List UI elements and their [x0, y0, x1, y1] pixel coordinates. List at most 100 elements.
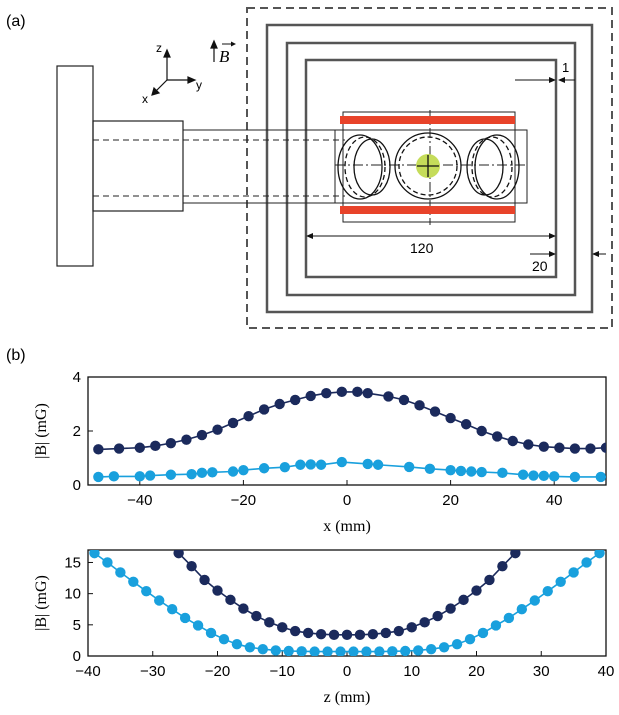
data-point [186, 561, 197, 572]
x-tick-label: 20 [468, 663, 485, 680]
dim-gap-label: 1 [562, 60, 569, 75]
data-point [115, 567, 126, 578]
y-tick-label: 10 [64, 586, 81, 603]
data-point [150, 440, 161, 452]
data-point [274, 398, 285, 410]
plot-frame [87, 376, 607, 486]
y-axis-label: |B| (mG) [33, 575, 50, 631]
data-point [362, 458, 373, 470]
data-point [492, 431, 503, 442]
data-point [398, 394, 410, 406]
data-point [341, 629, 353, 640]
data-point [89, 550, 100, 559]
data-point [227, 466, 239, 477]
data-point [205, 627, 217, 639]
series-1 [89, 550, 605, 656]
data-point [497, 467, 508, 479]
data-point [315, 628, 327, 640]
data-point [367, 628, 379, 640]
flange [92, 120, 184, 212]
right-coil [466, 134, 520, 200]
y-tick-label: 15 [64, 554, 81, 571]
x-tick-label: −20 [231, 492, 256, 509]
data-point [238, 464, 249, 476]
data-point [154, 595, 165, 606]
data-point [218, 633, 230, 645]
x-tick-label: 40 [546, 492, 563, 509]
data-point [569, 471, 581, 483]
data-point [305, 459, 316, 470]
axis-y-label: y [196, 78, 202, 92]
data-point [594, 550, 605, 559]
x-tick-label: −20 [205, 663, 230, 680]
data-point [361, 646, 372, 656]
data-point [538, 441, 550, 452]
series-0 [173, 550, 521, 640]
x-axis-label: z (mm) [324, 689, 371, 706]
data-point [516, 604, 528, 615]
data-point [569, 443, 581, 454]
data-point [542, 585, 553, 597]
data-point [196, 467, 208, 479]
plot-frame [87, 549, 607, 657]
field-label: B [219, 47, 230, 66]
data-point [549, 471, 560, 482]
data-point [451, 638, 463, 650]
x-tick-label: −30 [140, 663, 165, 680]
data-point [445, 464, 456, 476]
data-point [445, 603, 456, 614]
series-0 [93, 386, 606, 455]
data-point [507, 435, 518, 447]
data-point [374, 646, 385, 656]
data-point [290, 625, 301, 637]
data-point [244, 642, 256, 653]
x-tick-label: 10 [403, 663, 420, 680]
data-point [134, 471, 145, 482]
data-point [362, 388, 373, 399]
data-point [352, 386, 363, 398]
data-point [464, 633, 476, 645]
data-point [476, 425, 487, 437]
x-tick-label: −40 [75, 663, 100, 680]
data-point [166, 604, 178, 615]
data-point [517, 469, 529, 480]
data-point [186, 469, 197, 480]
shield-layer-3 [304, 58, 558, 279]
data-point [438, 642, 450, 653]
data-point [336, 456, 348, 468]
data-point [192, 620, 204, 631]
data-point [406, 622, 417, 633]
data-point [251, 610, 262, 622]
data-point [476, 466, 487, 478]
data-point [108, 471, 120, 482]
data-point [196, 429, 208, 441]
data-point [93, 471, 104, 483]
data-point [295, 459, 306, 470]
series-line [94, 552, 600, 653]
data-point [383, 391, 394, 402]
data-point [400, 645, 411, 656]
data-point [238, 603, 249, 614]
data-point [581, 557, 592, 568]
data-point [93, 444, 104, 455]
coil-bar-bottom [340, 206, 515, 214]
data-point [322, 646, 333, 656]
data-point [305, 390, 316, 402]
data-point [283, 645, 294, 656]
coordinate-axes [151, 48, 197, 96]
data-point [243, 410, 254, 422]
data-point [212, 585, 223, 596]
data-point [600, 442, 606, 453]
data-point [102, 557, 113, 568]
axis-z-label: z [156, 41, 162, 55]
data-point [528, 470, 539, 481]
data-point [348, 646, 359, 656]
data-point [257, 643, 269, 655]
data-point [144, 470, 156, 481]
data-point [165, 437, 177, 449]
data-point [585, 443, 596, 454]
data-point [315, 459, 327, 470]
data-point [477, 627, 489, 639]
x-tick-label: 20 [442, 492, 459, 509]
shield-layer-2 [285, 41, 577, 297]
